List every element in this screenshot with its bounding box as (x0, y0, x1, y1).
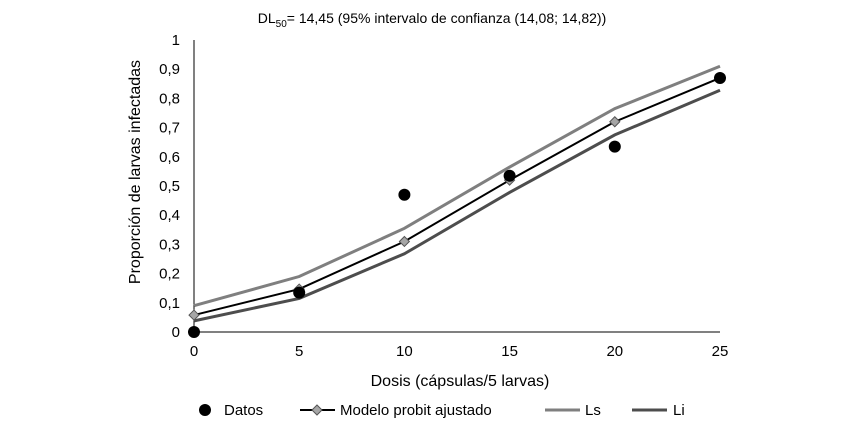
x-tick-label: 0 (190, 343, 198, 360)
series-point-modelo-probit-ajustado (609, 116, 621, 128)
series-point-modelo-probit-ajustado (188, 309, 200, 321)
y-tick-label: 0,4 (159, 207, 180, 224)
x-tick-label: 15 (501, 343, 518, 360)
series-point-datos (714, 71, 726, 84)
series-point-datos (503, 169, 516, 182)
series-line-modelo-probit-ajustado (193, 77, 721, 317)
legend: Datos Modelo probit ajustado Ls Li (199, 402, 685, 419)
y-tick-label: 1 (172, 32, 180, 49)
chart-title-subscript: 50 (276, 19, 288, 30)
series-layer (188, 64, 726, 338)
series-line-ls (193, 64, 721, 308)
legend-label-modelo-probit-ajustado: Modelo probit ajustado (340, 402, 492, 419)
x-tick-label: 5 (295, 343, 303, 360)
series-point-datos (608, 140, 621, 153)
series-line-li (193, 88, 721, 323)
y-tick-label: 0,3 (159, 236, 180, 253)
y-tick-label: 0,1 (159, 295, 180, 312)
y-tick-label: 0,2 (159, 266, 180, 283)
series-point-modelo-probit-ajustado (398, 235, 411, 248)
y-axis-label: Proporción de larvas infectadas (127, 60, 144, 284)
y-tick-label: 0,9 (159, 61, 180, 78)
axes (193, 40, 720, 333)
y-tick-label: 0 (172, 324, 180, 341)
series-point-datos (398, 188, 411, 201)
x-axis-label: Dosis (cápsulas/5 larvas) (371, 373, 550, 390)
x-tick-label: 25 (712, 343, 729, 360)
tick-labels: 00,10,20,30,40,50,60,70,80,910 5 10 15 20 25 (159, 32, 728, 360)
legend-marker-datos (199, 404, 211, 416)
y-tick-label: 0,5 (159, 178, 180, 195)
legend-label-li: Li (673, 402, 685, 419)
legend-label-ls: Ls (585, 402, 601, 419)
y-tick-label: 0,7 (159, 120, 180, 137)
legend-marker-modelo-probit-ajustado (311, 404, 323, 416)
chart-title: DL50= 14,45 (95% intervalo de confianza … (258, 10, 607, 30)
y-tick-label: 0,8 (159, 90, 180, 107)
legend-label-datos: Datos (224, 402, 263, 419)
x-tick-label: 20 (606, 343, 623, 360)
chart-title-rest: = 14,45 (95% intervalo de confianza (14,… (287, 10, 606, 26)
x-tick-label: 10 (396, 343, 413, 360)
chart-title-main: DL (258, 10, 276, 26)
y-tick-label: 0,6 (159, 149, 180, 166)
series-point-datos (293, 286, 306, 299)
series-point-datos (188, 326, 200, 338)
